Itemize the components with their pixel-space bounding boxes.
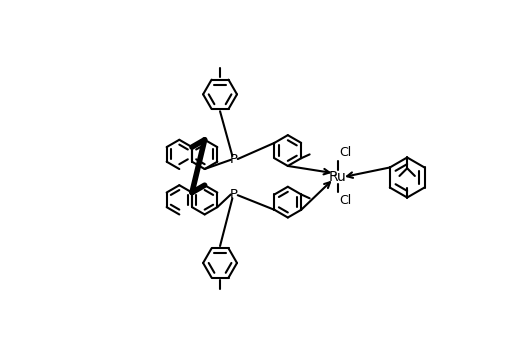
Text: P: P	[229, 188, 237, 201]
Text: Cl: Cl	[339, 146, 351, 159]
Text: Ru: Ru	[328, 170, 346, 184]
Text: P: P	[229, 153, 237, 166]
Text: Cl: Cl	[339, 194, 351, 208]
